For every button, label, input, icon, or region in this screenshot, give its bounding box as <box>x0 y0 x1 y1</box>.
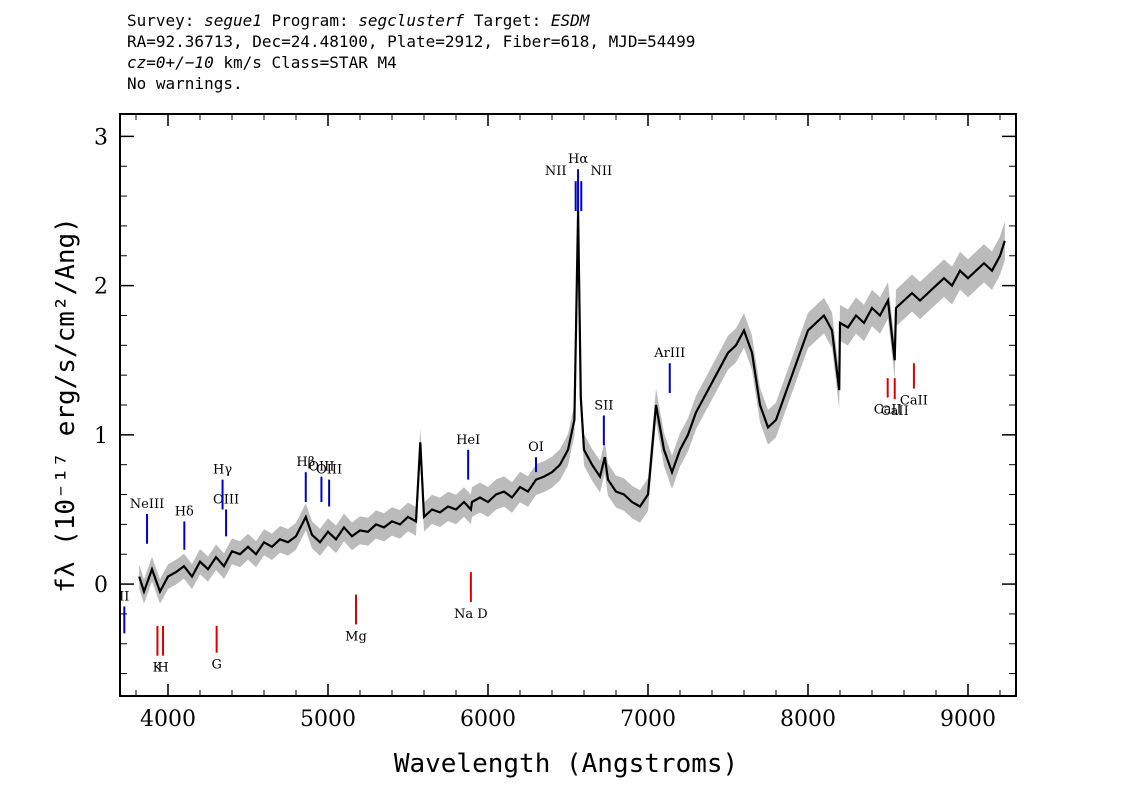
header-line-4: No warnings. <box>127 74 243 93</box>
header-line-1: Survey: segue1 Program: segclusterf Targ… <box>127 10 695 31</box>
absorption-line-label: CaII <box>874 403 902 418</box>
emission-line-label: Hβ <box>296 455 315 470</box>
x-tick-label: 8000 <box>780 707 836 732</box>
x-tick-label: 6000 <box>460 707 516 732</box>
survey-label: Survey: <box>127 11 195 30</box>
program-value: segclusterf <box>358 11 465 30</box>
absorption-line-label: H <box>157 661 168 676</box>
x-tick-label: 4000 <box>140 707 196 732</box>
emission-line-label: Hγ <box>213 463 232 478</box>
x-tick-label: 5000 <box>300 707 356 732</box>
cz-value: cz=0+/−10 <box>127 53 214 72</box>
header-line-2: RA=92.36713, Dec=24.48100, Plate=2912, F… <box>127 32 696 51</box>
emission-line-label: NΙΙ <box>590 164 612 179</box>
emission-line-label: OIII <box>213 492 239 507</box>
x-axis-title: Wavelength (Angstroms) <box>394 749 738 779</box>
absorption-line-label: Na D <box>454 607 488 622</box>
emission-line-label: NeIII <box>130 497 164 512</box>
absorption-line-label: CaII <box>881 404 909 419</box>
noise-band <box>139 195 1005 604</box>
emission-line-label: SII <box>594 398 613 413</box>
absorption-line-label: G <box>211 658 221 673</box>
emission-line-label: OIII <box>308 460 334 475</box>
emission-line-label: NΙΙ <box>545 164 567 179</box>
emission-line-label: OI <box>528 440 544 455</box>
emission-line-label: HeI <box>456 433 480 448</box>
target-label: Target: <box>473 11 542 30</box>
y-tick-label: 3 <box>94 125 108 150</box>
y-axis-title: fλ (10⁻¹⁷ erg/s/cm²/Ang) <box>51 217 81 593</box>
x-tick-label: 7000 <box>620 707 676 732</box>
emission-line-label: Hα <box>568 152 588 167</box>
program-label: Program: <box>271 11 349 30</box>
absorption-line-label: CaII <box>900 394 928 409</box>
header-line-3: cz=0+/−10 km/s Class=STAR M4 <box>127 52 695 73</box>
axis-ticks: 4000 5000 6000 7000 8000 9000 0 1 2 3 <box>94 114 1016 732</box>
x-tick-label: 9000 <box>940 707 996 732</box>
y-tick-label: 0 <box>94 573 108 598</box>
target-value: ESDM <box>550 11 590 30</box>
class-value: km/s Class=STAR M4 <box>213 53 397 72</box>
emission-line-label: ArIII <box>653 346 685 361</box>
survey-value: segue1 <box>204 11 262 30</box>
emission-line-label: Hδ <box>175 504 194 519</box>
spectrum-header: Survey: segue1 Program: segclusterf Targ… <box>127 10 695 94</box>
y-tick-label: 1 <box>94 424 108 449</box>
emission-line-label: OIII <box>316 463 342 478</box>
y-tick-label: 2 <box>94 275 108 300</box>
absorption-line-label: Mg <box>345 629 367 644</box>
noise-area <box>139 195 1005 604</box>
absorption-line-label: K <box>153 661 163 676</box>
emission-line-label: II <box>119 589 129 604</box>
